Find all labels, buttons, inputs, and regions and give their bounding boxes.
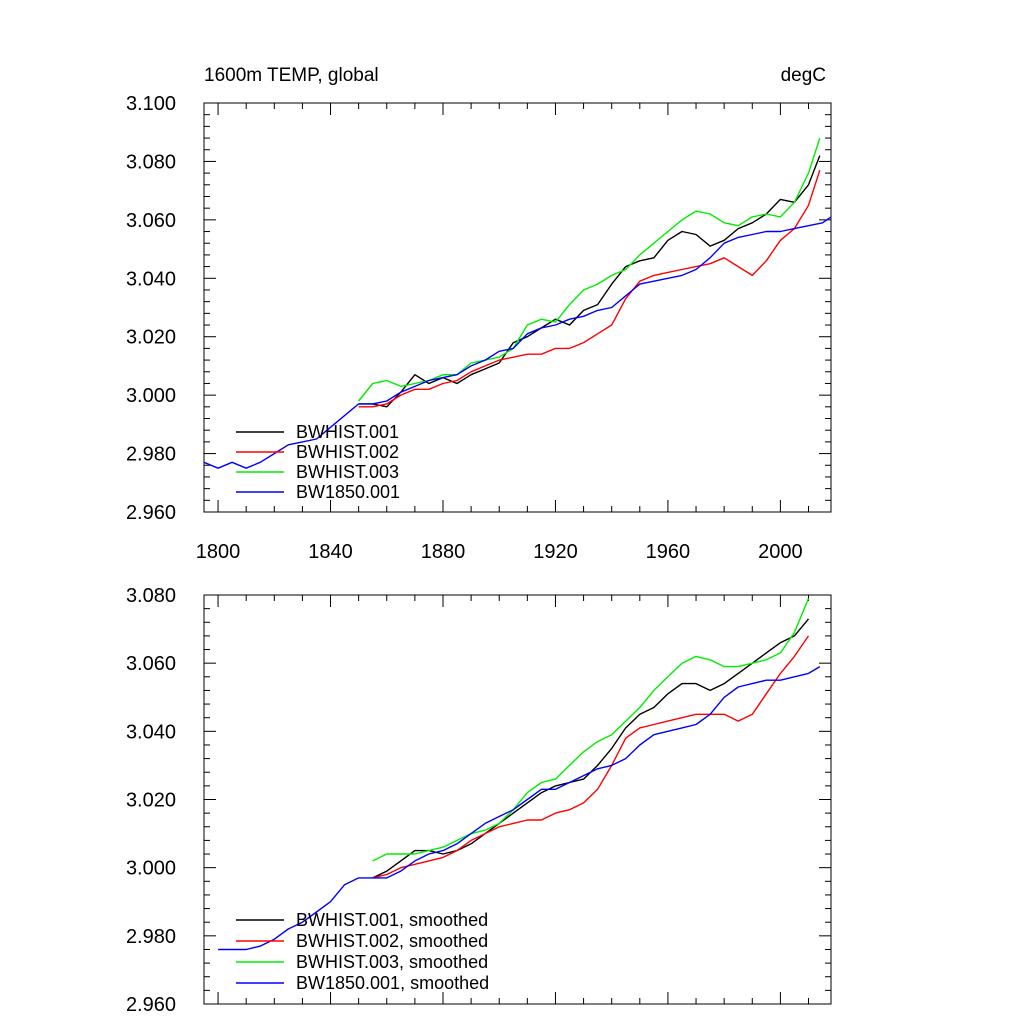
legend-label: BWHIST.003: [296, 462, 399, 482]
y-tick-label: 3.100: [126, 93, 176, 115]
bottom-panel: 2.960 2.980 3.000 3.020 3.040 3.060 3.080 BWHI…: [126, 585, 832, 1016]
y-axis: 2.960 2.980 3.000 3.020 3.040 3.060 3.080 3.100: [126, 93, 831, 524]
y-tick-label: 3.040: [126, 268, 176, 290]
series-lines: [203, 137, 832, 469]
x-tick-label: 1880: [421, 541, 466, 563]
legend-label: BW1850.001, smoothed: [296, 973, 489, 993]
y-tick-label: 2.980: [126, 926, 176, 948]
x-tick-label: 1960: [646, 541, 691, 563]
top-panel: 1600m TEMP, global degC 2.960 2.980 3.000 3…: [126, 65, 832, 563]
x-tick-label: 1800: [196, 541, 241, 563]
legend-label: BWHIST.003, smoothed: [296, 952, 488, 972]
y-tick-label: 3.000: [126, 858, 176, 880]
chart-title: 1600m TEMP, global: [204, 65, 379, 86]
series-line-bwhist-003: [358, 137, 821, 402]
y-axis: 2.960 2.980 3.000 3.020 3.040 3.060 3.080: [126, 585, 831, 1016]
legend-label: BWHIST.001: [296, 422, 399, 442]
y-tick-label: 3.020: [126, 790, 176, 812]
y-tick-label: 3.020: [126, 327, 176, 349]
y-tick-label: 3.060: [126, 653, 176, 675]
series-line-bwhist-003-smoothed: [372, 598, 810, 862]
series-line-bwhist-002-smoothed: [372, 635, 810, 879]
y-tick-label: 2.980: [126, 444, 176, 466]
y-tick-label: 3.000: [126, 385, 176, 407]
y-tick-label: 3.060: [126, 210, 176, 232]
series-line-bw1850-001-smoothed: [218, 666, 821, 951]
legend-label: BW1850.001: [296, 482, 400, 502]
series-line-bwhist-001-smoothed: [372, 618, 810, 879]
y-tick-label: 2.960: [126, 502, 176, 524]
series-line-bwhist-001: [358, 155, 821, 408]
plot-frame: [203, 102, 832, 513]
y-tick-label: 2.960: [126, 994, 176, 1016]
x-tick-label: 1840: [308, 541, 353, 563]
legend-label: BWHIST.002: [296, 442, 399, 462]
series-line-bw1850-001: [203, 216, 832, 469]
legend-label: BWHIST.001, smoothed: [296, 910, 488, 930]
legend-label: BWHIST.002, smoothed: [296, 931, 488, 951]
units-label: degC: [781, 65, 826, 86]
y-tick-label: 3.040: [126, 721, 176, 743]
y-tick-label: 3.080: [126, 151, 176, 173]
x-tick-label: 1920: [533, 541, 578, 563]
x-axis: 1800 1840 1880 1920 1960 2000: [196, 103, 810, 563]
series-lines: [218, 598, 821, 951]
x-tick-label: 2000: [758, 541, 803, 563]
y-tick-label: 3.080: [126, 585, 176, 607]
series-line-bwhist-002: [358, 169, 821, 408]
